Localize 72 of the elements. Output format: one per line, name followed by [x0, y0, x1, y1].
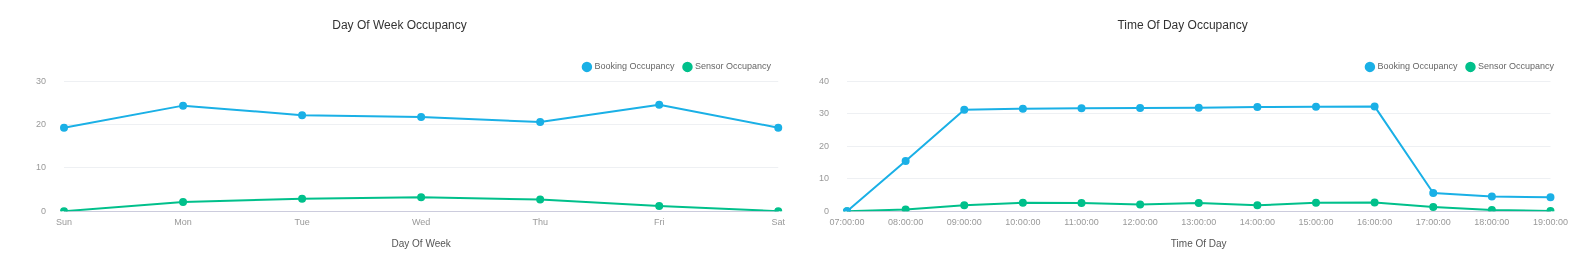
point: [1546, 193, 1555, 202]
legend-label: Booking Occupancy: [1377, 61, 1458, 72]
x-tick-label: Tue: [294, 217, 310, 228]
point: [1370, 198, 1379, 207]
chart-title: Day Of Week Occupancy: [332, 17, 467, 32]
point: [901, 205, 910, 212]
point: [960, 105, 969, 114]
y-tick-label: 40: [819, 75, 830, 86]
x-tick-label: Fri: [653, 217, 665, 228]
legend-label: Booking Occupancy: [594, 61, 675, 72]
legend-label: Sensor Occupancy: [1477, 61, 1555, 72]
x-tick-label: Thu: [532, 217, 548, 228]
chart-title: Time Of Day Occupancy: [1117, 17, 1248, 32]
legend-label: Sensor Occupancy: [694, 61, 772, 72]
x-tick-label: 09:00:00: [946, 217, 982, 228]
x-tick-label: Sun: [56, 217, 73, 228]
point: [1370, 102, 1379, 111]
point: [1136, 104, 1145, 113]
point: [536, 195, 545, 204]
point: [417, 193, 426, 202]
point: [1018, 198, 1027, 207]
point: [655, 202, 664, 211]
point: [655, 100, 664, 109]
point: [417, 112, 426, 121]
x-tick-label: 15:00:00: [1298, 217, 1334, 228]
x-tick-label: 17:00:00: [1415, 217, 1451, 228]
y-tick-label: 0: [41, 205, 47, 216]
x-tick-label: 12:00:00: [1122, 217, 1158, 228]
y-tick-label: 10: [36, 162, 47, 173]
point: [1194, 103, 1203, 112]
x-tick-label: 16:00:00: [1357, 217, 1393, 228]
point: [179, 198, 188, 207]
point: [536, 118, 545, 127]
x-tick-label: 11:00:00: [1064, 217, 1099, 228]
point: [1077, 104, 1086, 113]
point: [774, 123, 783, 132]
x-axis-title: Time Of Day: [1170, 237, 1227, 249]
x-axis-title: Day Of Week: [391, 237, 452, 249]
point: [298, 194, 307, 203]
point: [1018, 104, 1027, 113]
x-tick-label: Mon: [174, 217, 192, 228]
point: [298, 111, 307, 120]
x-tick-label: 08:00:00: [888, 217, 924, 228]
point: [1194, 199, 1203, 208]
point: [60, 123, 69, 132]
point: [960, 201, 969, 210]
point: [901, 156, 910, 165]
x-tick-label: 18:00:00: [1474, 217, 1510, 228]
point: [1311, 198, 1320, 207]
point: [1253, 201, 1262, 210]
x-tick-label: Sat: [771, 217, 786, 228]
point: [1487, 192, 1496, 201]
point: [1487, 205, 1496, 212]
point: [179, 101, 188, 110]
point: [1311, 102, 1320, 111]
point: [1077, 199, 1086, 208]
y-tick-label: 10: [819, 173, 830, 184]
x-tick-label: 07:00:00: [829, 217, 865, 228]
x-tick-label: Wed: [411, 217, 431, 228]
y-tick-label: 20: [36, 119, 47, 130]
x-tick-label: 13:00:00: [1181, 217, 1217, 228]
x-tick-label: 19:00:00: [1532, 217, 1569, 228]
x-tick-label: 10:00:00: [1005, 217, 1041, 228]
point: [1429, 189, 1438, 198]
y-tick-label: 20: [819, 140, 830, 151]
y-tick-label: 30: [819, 108, 830, 119]
y-tick-label: 30: [36, 75, 47, 86]
point: [1136, 200, 1145, 209]
point: [1253, 103, 1262, 112]
y-tick-label: 0: [824, 205, 830, 216]
point: [1429, 202, 1438, 211]
x-tick-label: 14:00:00: [1239, 217, 1275, 228]
